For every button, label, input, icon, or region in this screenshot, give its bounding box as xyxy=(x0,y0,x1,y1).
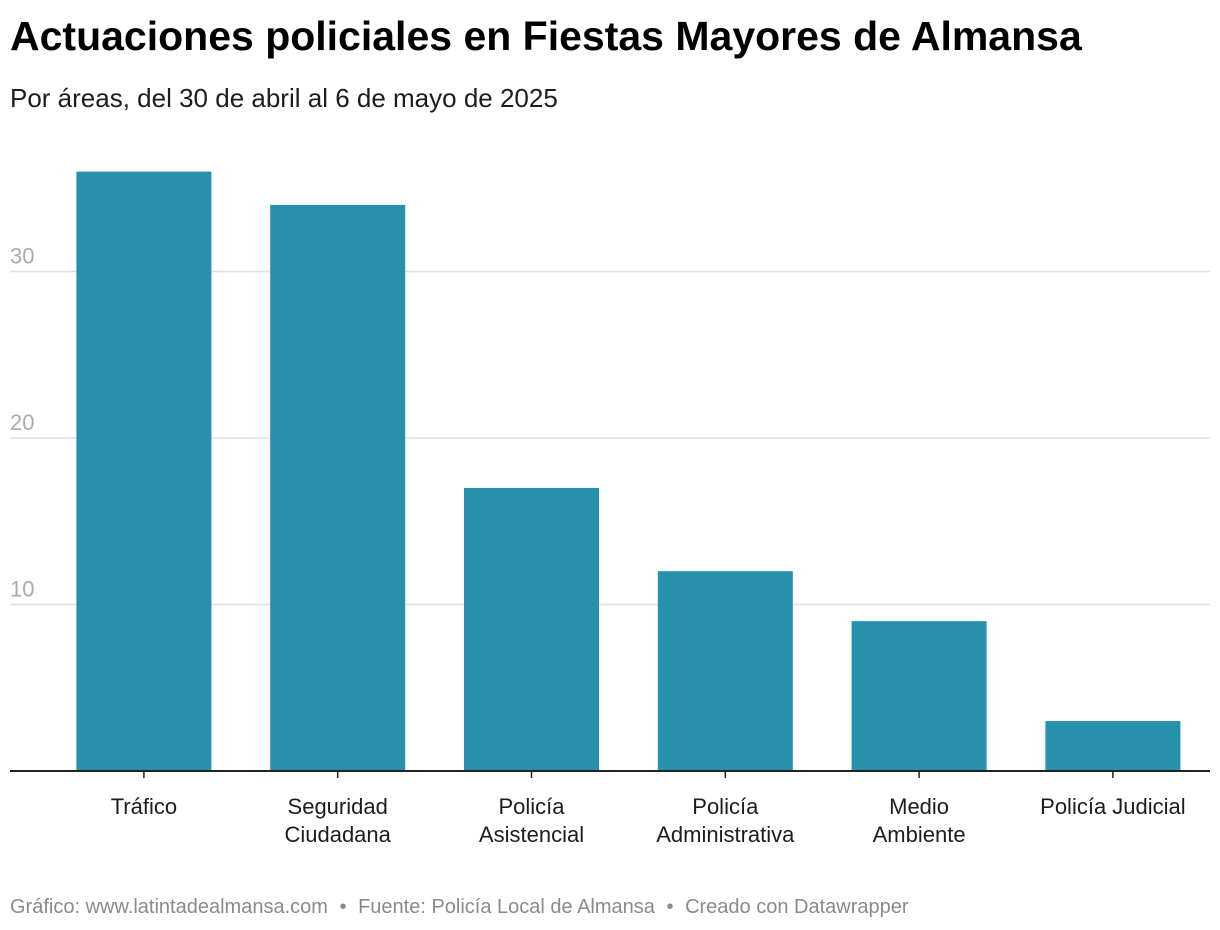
bar xyxy=(657,571,793,771)
footer-separator: • xyxy=(666,896,674,918)
x-tick-label: Policía xyxy=(498,794,565,819)
bars xyxy=(76,171,1181,772)
chart-footer: Gráfico: www.latintadealmansa.com • Fuen… xyxy=(10,894,909,920)
bar xyxy=(464,487,599,771)
bar xyxy=(270,204,406,771)
x-axis xyxy=(10,770,1210,778)
footer-source: Fuente: Policía Local de Almansa xyxy=(358,896,655,918)
x-tick-label: Tráfico xyxy=(111,794,177,819)
bar-chart: 10 20 30 Tráfico Seguridad Ciudadana Policía A… xyxy=(10,171,1210,847)
x-tick-label: Seguridad xyxy=(288,794,388,819)
x-tick-label: Asistencial xyxy=(479,822,584,847)
bar xyxy=(76,171,212,772)
x-tick-label: Policía xyxy=(692,794,759,819)
x-tick-label: Policía Judicial xyxy=(1040,794,1186,819)
x-tick-label: Ambiente xyxy=(873,822,966,847)
y-tick-label: 10 xyxy=(10,577,34,602)
x-tick-label: Administrativa xyxy=(656,822,795,847)
bar xyxy=(1045,721,1181,771)
bar xyxy=(851,621,987,771)
footer-separator: • xyxy=(339,896,347,918)
footer-tool: Creado con Datawrapper xyxy=(685,896,909,918)
chart-title: Actuaciones policiales en Fiestas Mayore… xyxy=(10,13,1082,59)
x-tick-label: Ciudadana xyxy=(284,822,391,847)
y-tick-label: 30 xyxy=(10,244,34,269)
chart-subtitle: Por áreas, del 30 de abril al 6 de mayo … xyxy=(10,83,558,113)
category-labels: Tráfico Seguridad Ciudadana Policía Asistenc… xyxy=(111,794,1186,847)
y-tick-label: 20 xyxy=(10,410,34,435)
x-tick-label: Medio xyxy=(889,794,949,819)
footer-credit: Gráfico: www.latintadealmansa.com xyxy=(10,896,328,918)
